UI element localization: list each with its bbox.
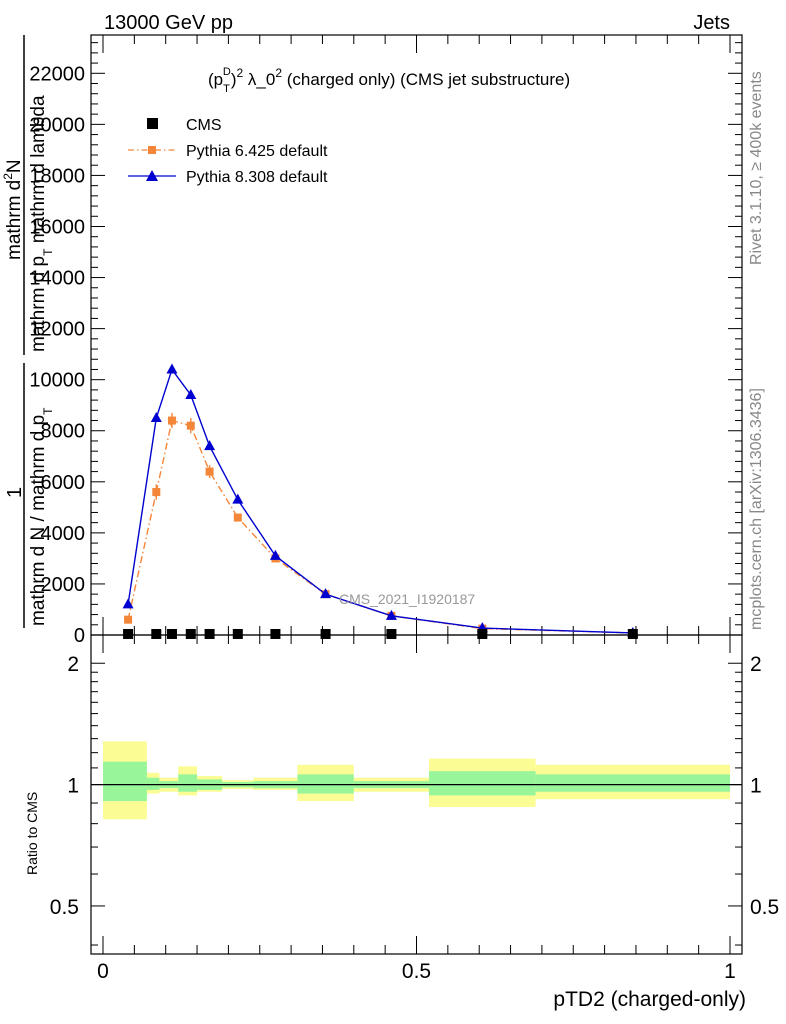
ratio-y-tick-label: 1 xyxy=(67,775,79,798)
y-tick-label: 16000 xyxy=(29,216,85,238)
pythia8-point xyxy=(204,440,216,451)
ratio-bands xyxy=(103,741,730,820)
ylabel-frac1-den: mathrm d N / mathrm d pT xyxy=(28,407,55,626)
title-sub: T xyxy=(223,83,230,95)
main-y-label: 1 mathrm d N / mathrm d pT mathrm d2N ma… xyxy=(1,35,55,628)
pythia6-point xyxy=(167,416,176,425)
main-axis-ticks: 0 2000 4000 6000 8000 10000 12000 14000 16000 180… xyxy=(29,35,742,647)
y-tick-label: 20000 xyxy=(29,114,85,136)
pythia8-point xyxy=(185,389,197,399)
legend-marker-pythia8 xyxy=(146,170,158,181)
ratio-y-tick-label: 0.5 xyxy=(50,896,79,919)
pythia8-point xyxy=(269,549,281,560)
cms-point xyxy=(123,628,134,639)
ratio-y-tick-label: 2 xyxy=(67,653,79,676)
y-tick-label: 10000 xyxy=(29,370,85,392)
header-right: Jets xyxy=(693,12,730,34)
y-tick-label: 8000 xyxy=(41,421,86,443)
side-top-text: Rivet 3.1.10, ≥ 400k events xyxy=(748,71,765,265)
y-tick-label: 0 xyxy=(74,625,85,647)
title-sup3: 2 xyxy=(275,66,282,80)
x-axis-label: pTD2 (charged-only) xyxy=(553,988,746,1011)
main-series-layer xyxy=(122,363,639,639)
cms-point xyxy=(151,628,162,639)
ratio-band-inner xyxy=(146,777,160,790)
y-tick-label: 6000 xyxy=(41,472,86,494)
cms-point xyxy=(386,628,397,639)
pythia8-point xyxy=(385,609,397,620)
legend: CMS Pythia 6.425 default Pythia 8.308 de… xyxy=(128,117,328,186)
cms-point xyxy=(166,628,177,639)
x-tick-label: 0 xyxy=(97,960,109,983)
title-base: (p xyxy=(208,70,223,89)
ylabel-frac1-num: 1 xyxy=(4,487,26,498)
header-left: 13000 GeV pp xyxy=(104,12,233,34)
y-tick-label: 12000 xyxy=(29,319,85,341)
cms-point xyxy=(627,628,638,639)
cms-point xyxy=(477,628,488,639)
legend-marker-cms xyxy=(147,118,158,129)
ratio-band-inner xyxy=(429,771,536,796)
y-tick-label: 18000 xyxy=(29,165,85,187)
cms-point xyxy=(204,628,215,639)
pythia8-point xyxy=(320,588,332,599)
ratio-band-inner xyxy=(297,774,354,794)
title-sup2: 2 xyxy=(236,66,243,80)
title-tail: ) xyxy=(231,70,237,89)
pythia8-point xyxy=(150,411,162,422)
pythia6-point xyxy=(233,513,242,522)
cms-point xyxy=(320,628,331,639)
legend-label-pythia8: Pythia 8.308 default xyxy=(186,169,328,186)
ylabel-frac2-den: mathrm d pT mathrm d lambda xyxy=(28,95,55,352)
pythia8-point xyxy=(166,363,178,374)
y-tick-label: 14000 xyxy=(29,268,85,290)
ratio-panel: 0.5 0.5 1 1 2 2 0 0.5 1 Ratio to CMS pTD2 (charg… xyxy=(24,634,779,1011)
cms-point xyxy=(270,628,281,639)
y-tick-label: 22000 xyxy=(29,63,85,85)
cms-point xyxy=(232,628,243,639)
ratio-y-label: Ratio to CMS xyxy=(24,792,40,875)
analysis-watermark: CMS_2021_I1920187 xyxy=(339,591,475,607)
pythia8-point xyxy=(232,493,244,504)
chart-title: (pTD)2 λ_02 (charged only) (CMS jet subs… xyxy=(208,66,570,95)
x-tick-label: 0.5 xyxy=(402,960,431,983)
ratio-y-tick-label-right: 2 xyxy=(750,653,762,676)
ratio-band-inner xyxy=(103,761,147,802)
ratio-band-inner xyxy=(178,774,198,792)
y-tick-label: 2000 xyxy=(41,574,86,596)
main-panel: 0 2000 4000 6000 8000 10000 12000 14000 16000 180… xyxy=(1,34,743,647)
x-tick-label: 1 xyxy=(724,960,736,983)
pythia6-point xyxy=(186,421,195,430)
side-bottom-text: mcplots.cern.ch [arXiv:1306.3436] xyxy=(748,388,765,630)
ratio-frame xyxy=(90,634,743,955)
pythia6-line xyxy=(127,419,633,634)
legend-label-cms: CMS xyxy=(186,117,222,134)
pythia6-point xyxy=(152,488,161,497)
legend-marker-pythia6 xyxy=(148,146,156,154)
y-tick-label: 4000 xyxy=(41,523,86,545)
title-rest: (charged only) (CMS jet substructure) xyxy=(282,70,570,89)
cms-point xyxy=(185,628,196,639)
ratio-axis-ticks: 0.5 0.5 1 1 2 2 0 0.5 1 xyxy=(50,635,779,983)
ratio-y-tick-label-right: 1 xyxy=(750,775,762,798)
legend-label-pythia6: Pythia 6.425 default xyxy=(186,143,328,160)
pythia8-point xyxy=(122,598,134,609)
ylabel-frac2-num: mathrm d2N xyxy=(1,159,25,260)
ratio-y-tick-label-right: 0.5 xyxy=(750,896,779,919)
title-sup: D xyxy=(223,66,231,78)
pythia6-point xyxy=(124,615,133,624)
pythia6-point xyxy=(205,467,214,476)
title-mid: λ_0 xyxy=(243,70,275,89)
ratio-band-inner xyxy=(535,774,730,792)
